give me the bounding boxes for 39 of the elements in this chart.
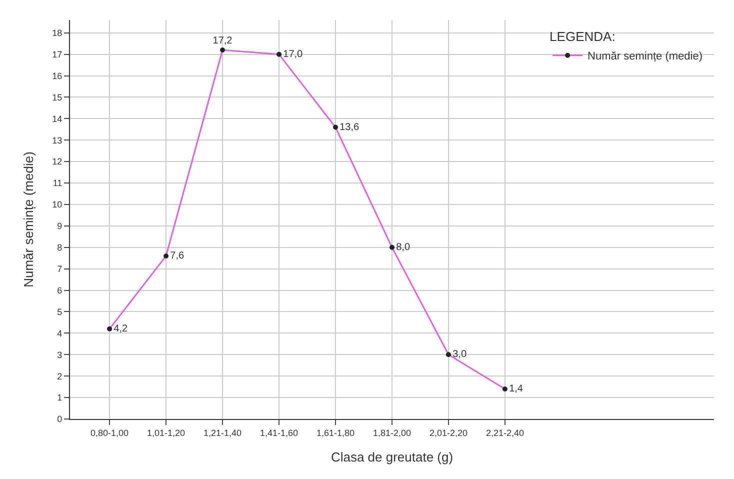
data-label: 13,6 xyxy=(340,122,360,133)
y-tick-label: 2 xyxy=(57,371,62,382)
y-tick-label: 1 xyxy=(57,392,62,403)
y-tick-label: 13 xyxy=(52,135,62,146)
x-axis-title: Clasa de greutate (g) xyxy=(330,449,454,464)
y-tick-label: 12 xyxy=(52,156,62,167)
data-label: 8,0 xyxy=(396,242,410,253)
x-tick-label: 2,01-2,20 xyxy=(429,428,468,438)
x-tick-label: 1,21-1,40 xyxy=(204,428,242,438)
y-tick-label: 7 xyxy=(57,264,62,274)
data-label: 1,4 xyxy=(509,383,524,394)
y-tick-label: 9 xyxy=(57,221,62,232)
y-tick-label: 0 xyxy=(57,414,62,424)
data-label: 3,0 xyxy=(452,349,467,360)
y-axis-title: Număr semințe (medie) xyxy=(21,152,36,288)
y-tick-label: 4 xyxy=(57,328,62,338)
x-tick-label: 2,21-2,40 xyxy=(486,428,524,438)
y-tick-label: 10 xyxy=(52,200,62,210)
y-tick-label: 5 xyxy=(57,306,62,317)
legend-title: LEGENDA: xyxy=(550,28,616,44)
y-tick-label: 17 xyxy=(52,49,62,60)
y-tick-label: 3 xyxy=(57,350,62,360)
y-tick-label: 8 xyxy=(57,242,62,253)
y-tick-label: 18 xyxy=(52,28,62,38)
x-tick-label: 1,01-1,20 xyxy=(147,428,186,438)
y-tick-label: 15 xyxy=(52,92,62,102)
x-tick-label: 0,80-1,00 xyxy=(90,428,129,438)
data-label: 17,2 xyxy=(212,35,233,46)
data-label: 17,0 xyxy=(283,48,304,60)
x-tick-label: 1,41-1,60 xyxy=(260,428,298,438)
x-tick-label: 1,81-2,00 xyxy=(372,428,412,438)
y-tick-label: 16 xyxy=(52,70,62,81)
x-tick-label: 1,61-1,80 xyxy=(316,428,355,438)
legend-label: Număr semințe (medie) xyxy=(588,50,702,63)
data-label: 7,6 xyxy=(170,250,185,262)
y-tick-label: 14 xyxy=(52,114,62,124)
y-tick-label: 11 xyxy=(52,178,62,188)
y-tick-label: 6 xyxy=(57,285,62,296)
data-label: 4,2 xyxy=(114,323,128,334)
